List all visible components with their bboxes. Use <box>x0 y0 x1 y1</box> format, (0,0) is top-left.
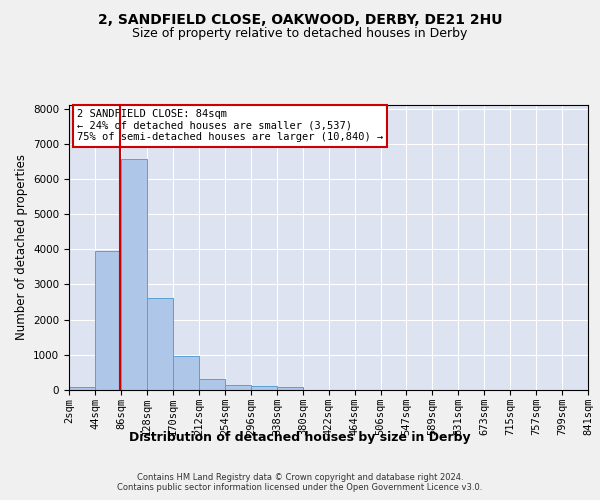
Bar <box>69 387 95 390</box>
Text: 2, SANDFIELD CLOSE, OAKWOOD, DERBY, DE21 2HU: 2, SANDFIELD CLOSE, OAKWOOD, DERBY, DE21… <box>98 12 502 26</box>
Bar <box>225 386 251 390</box>
Text: Distribution of detached houses by size in Derby: Distribution of detached houses by size … <box>129 431 471 444</box>
Bar <box>121 159 147 390</box>
Bar <box>199 379 225 390</box>
Y-axis label: Number of detached properties: Number of detached properties <box>14 154 28 340</box>
Text: Contains public sector information licensed under the Open Government Licence v3: Contains public sector information licen… <box>118 484 482 492</box>
Bar <box>251 386 277 390</box>
Text: Size of property relative to detached houses in Derby: Size of property relative to detached ho… <box>133 28 467 40</box>
Bar <box>147 298 173 390</box>
Text: 2 SANDFIELD CLOSE: 84sqm
← 24% of detached houses are smaller (3,537)
75% of sem: 2 SANDFIELD CLOSE: 84sqm ← 24% of detach… <box>77 110 383 142</box>
Bar <box>173 356 199 390</box>
Text: Contains HM Land Registry data © Crown copyright and database right 2024.: Contains HM Land Registry data © Crown c… <box>137 472 463 482</box>
Bar <box>95 251 121 390</box>
Bar <box>277 387 303 390</box>
